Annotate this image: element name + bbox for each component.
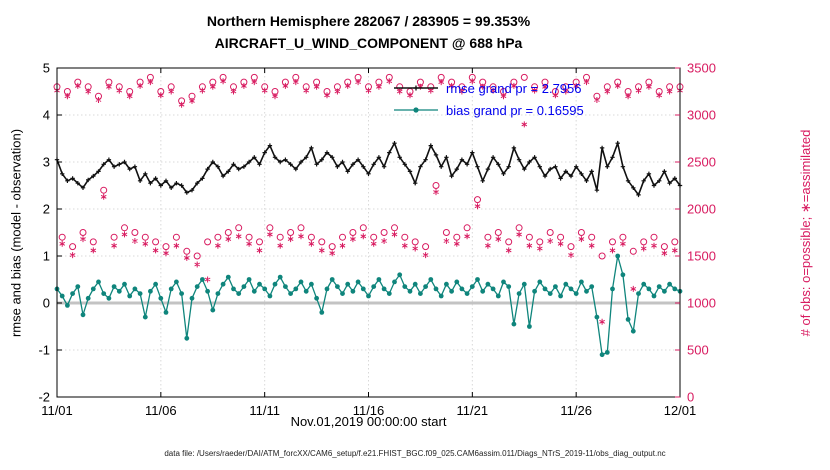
svg-text:2: 2	[43, 202, 50, 217]
svg-text:1500: 1500	[687, 249, 716, 264]
bias-line-sample-icon	[394, 107, 438, 113]
svg-text:11/26: 11/26	[560, 403, 592, 418]
svg-text:0: 0	[43, 296, 50, 311]
svg-text:11/11: 11/11	[249, 403, 280, 418]
svg-text:3000: 3000	[687, 108, 716, 123]
y-tick-labels-left: -2 -1 0 1 2 3 4 5	[38, 61, 50, 405]
svg-text:3500: 3500	[687, 61, 716, 76]
rmse-line-sample-icon	[394, 85, 438, 91]
tick-marks	[56, 67, 681, 398]
y-axis-label-left: rmse and bias (model - observation)	[8, 128, 24, 338]
svg-text:11/06: 11/06	[145, 403, 177, 418]
y-axis-label-right: # of obs: o=possible; ∗=assimilated	[798, 129, 813, 337]
x-axis-label: Nov.01,2019 00:00:00 start	[290, 414, 447, 429]
title-line-1: Northern Hemisphere 282067 / 283905 = 99…	[206, 13, 531, 29]
svg-text:11/21: 11/21	[457, 403, 489, 418]
bias-markers	[54, 253, 683, 358]
svg-text:5: 5	[43, 61, 50, 76]
svg-text:2500: 2500	[687, 155, 716, 170]
x-tick-labels: 11/01 11/06 11/11 11/16 11/21 11/26 12/01	[41, 403, 696, 418]
obs-possible-markers	[53, 73, 684, 260]
grid-lines	[56, 67, 681, 398]
svg-text:-1: -1	[38, 343, 50, 358]
svg-text:1000: 1000	[687, 296, 716, 311]
svg-text:2000: 2000	[687, 202, 716, 217]
y-tick-labels-right: 0 500 1000 1500 2000 2500 3000 3500	[687, 61, 716, 405]
legend-bias-label: bias grand pr = 0.16595	[446, 102, 584, 118]
svg-text:500: 500	[687, 343, 709, 358]
svg-text:-2: -2	[38, 390, 50, 405]
svg-text:11/16: 11/16	[353, 403, 385, 418]
legend-rmse-label: rmse grand pr = 2.7956	[446, 80, 582, 96]
legend-item-bias: bias grand pr = 0.16595	[393, 99, 584, 121]
svg-text:11/01: 11/01	[41, 403, 73, 418]
svg-text:4: 4	[43, 108, 50, 123]
svg-text:12/01: 12/01	[664, 403, 697, 418]
svg-text:0: 0	[687, 390, 694, 405]
svg-text:3: 3	[43, 155, 50, 170]
legend: rmse grand pr = 2.7956 bias grand pr = 0…	[393, 77, 584, 121]
data-file-caption: data file: /Users/raeder/DAI/ATM_forcXX/…	[164, 449, 666, 458]
svg-text:1: 1	[43, 249, 50, 264]
legend-item-rmse: rmse grand pr = 2.7956	[393, 77, 584, 99]
title-line-2: AIRCRAFT_U_WIND_COMPONENT @ 688 hPa	[214, 35, 523, 51]
